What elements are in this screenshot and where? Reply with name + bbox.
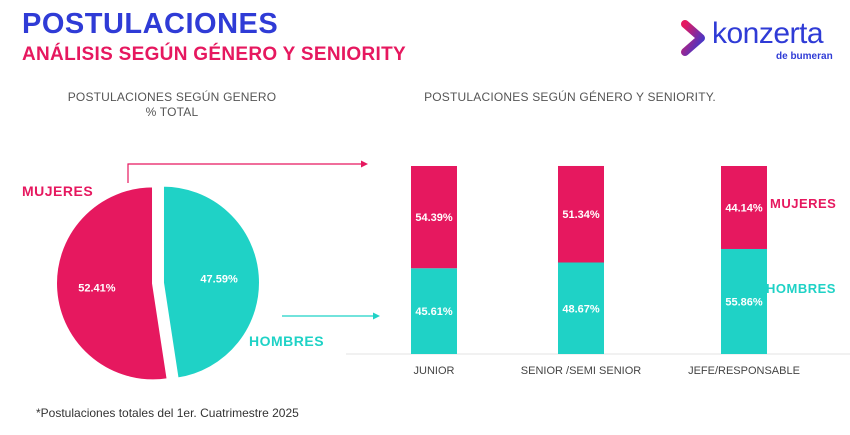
bar-mujeres-1 xyxy=(558,165,604,263)
bar-mujeres-0 xyxy=(411,166,457,269)
pie-chart-title: POSTULACIONES SEGÚN GENERO xyxy=(67,90,277,104)
pie-slice-mujeres xyxy=(55,185,169,382)
pie-label-mujeres: MUJERES xyxy=(22,183,94,199)
bar-hombres-1 xyxy=(558,262,604,354)
footnote: *Postulaciones totales del 1er. Cuatrime… xyxy=(36,406,299,420)
bar-legend-hombres: HOMBRES xyxy=(766,281,836,296)
bar-category-label-0: JUNIOR xyxy=(414,365,455,377)
bar-hombres-0 xyxy=(411,268,457,354)
pie-label-value-hombres: 47.59% xyxy=(200,273,238,285)
stacked-bar-chart: 45.61% 54.39% JUNIOR 48.67% 51.34% SENIOR /SE… xyxy=(411,165,800,377)
bar-value-label-mujeres-0: 54.39% xyxy=(415,212,453,224)
bar-hombres-2 xyxy=(721,248,767,354)
pie-label-hombres: HOMBRES xyxy=(249,333,325,349)
page-title: POSTULACIONES xyxy=(22,8,279,40)
bar-chart-title: POSTULACIONES SEGÚN GÉNERO Y SENIORITY. xyxy=(424,90,716,104)
logo-tagline: de bumeran xyxy=(776,51,833,62)
bar-value-label-hombres-1: 48.67% xyxy=(562,303,600,315)
pie-chart: 47.59% 52.41% xyxy=(55,184,261,382)
page-subtitle: ANÁLISIS SEGÚN GÉNERO Y SENIORITY xyxy=(22,44,406,65)
bar-value-label-mujeres-1: 51.34% xyxy=(562,209,600,221)
konzerta-logo: konzerta de bumeran xyxy=(681,16,841,68)
konzerta-chevron-icon xyxy=(681,20,705,56)
connector-arrow-hombres xyxy=(282,312,380,320)
logo-wordmark: konzerta xyxy=(712,17,824,50)
pie-chart-subtitle: % TOTAL xyxy=(145,105,199,119)
bar-category-label-2: JEFE/RESPONSABLE xyxy=(688,365,800,377)
pie-label-value-mujeres: 52.41% xyxy=(78,283,116,295)
bar-value-label-hombres-0: 45.61% xyxy=(415,306,453,318)
bar-value-label-hombres-2: 55.86% xyxy=(725,296,763,308)
bar-mujeres-2 xyxy=(721,166,767,249)
bar-value-label-mujeres-2: 44.14% xyxy=(725,202,763,214)
connector-arrow-mujeres xyxy=(127,160,368,183)
bar-category-label-1: SENIOR /SEMI SENIOR xyxy=(521,365,641,377)
pie-slice-hombres xyxy=(161,184,261,380)
bar-legend-mujeres: MUJERES xyxy=(770,196,837,211)
